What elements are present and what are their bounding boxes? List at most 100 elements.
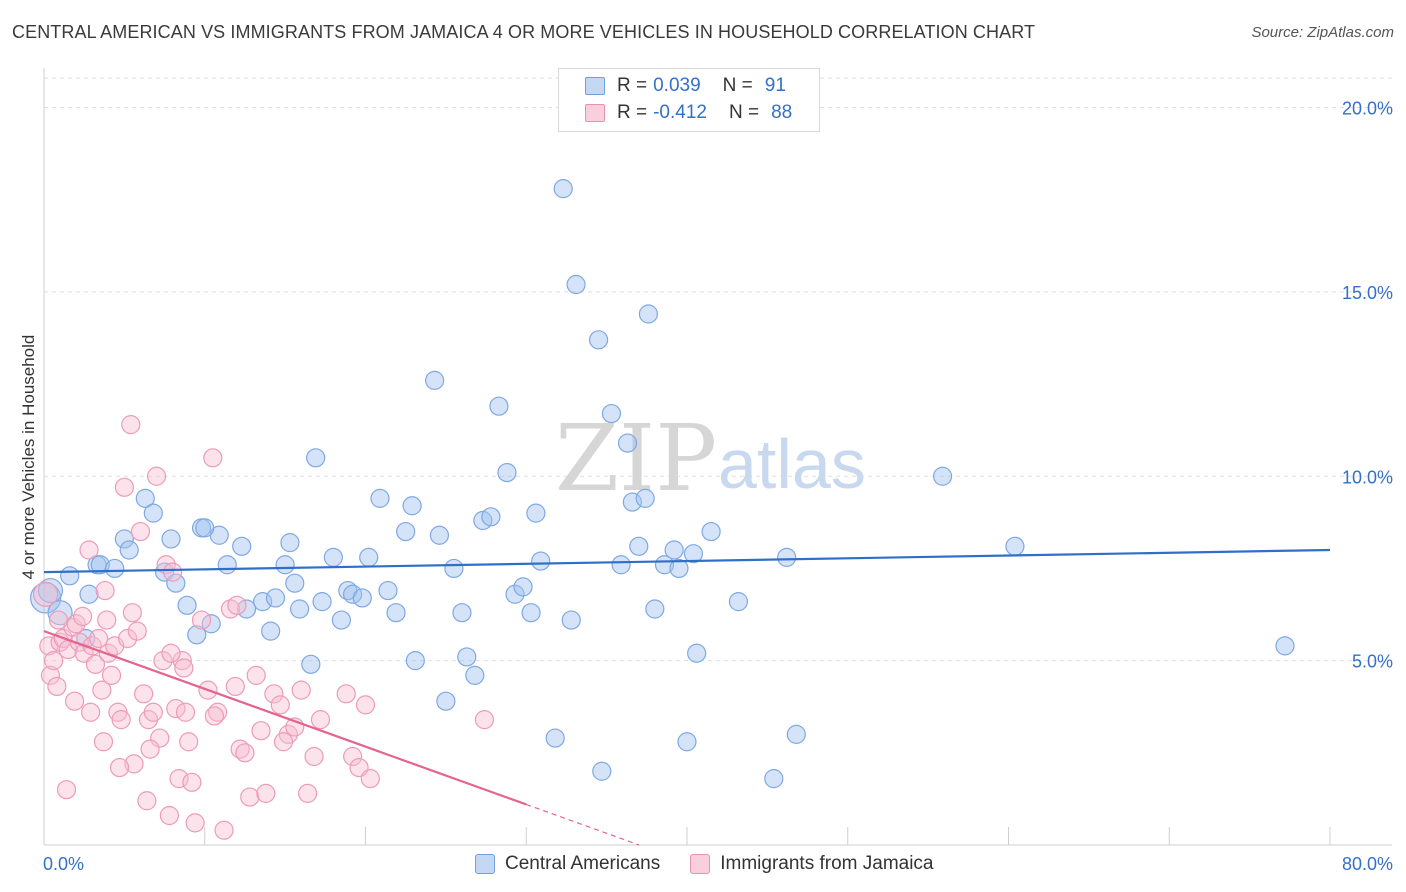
data-point	[150, 728, 170, 748]
data-point	[521, 603, 541, 623]
data-point	[285, 573, 305, 593]
data-point	[378, 580, 398, 601]
data-point	[497, 462, 517, 483]
y-tick-label: 10.0%	[1342, 467, 1393, 487]
data-point	[114, 529, 134, 549]
data-point	[204, 706, 224, 726]
data-point	[64, 691, 85, 711]
data-point	[452, 603, 472, 623]
data-point	[187, 625, 207, 645]
data-point	[124, 754, 144, 774]
data-point	[208, 702, 228, 722]
source-label: Source: ZipAtlas.com	[1251, 24, 1394, 41]
data-point	[111, 710, 131, 730]
data-point	[33, 581, 59, 607]
data-point	[109, 757, 130, 778]
y-tick-label: 20.0%	[1342, 99, 1393, 119]
data-point	[355, 695, 376, 715]
data-point	[312, 592, 332, 612]
data-point	[166, 573, 186, 593]
data-point	[481, 507, 501, 527]
data-point	[331, 610, 351, 630]
data-point	[92, 680, 112, 700]
data-point	[645, 599, 665, 619]
data-point	[405, 651, 425, 671]
data-point	[370, 488, 390, 508]
data-point	[114, 477, 134, 497]
data-point	[169, 769, 189, 789]
data-point	[264, 684, 284, 704]
data-point	[122, 603, 143, 623]
data-point	[177, 595, 197, 615]
x-tick-label-min: 0.0%	[43, 854, 84, 874]
data-point	[1275, 636, 1295, 656]
data-point	[85, 654, 106, 674]
data-point	[786, 724, 806, 744]
n-value: 88	[771, 102, 793, 123]
data-point	[588, 330, 609, 350]
data-point	[777, 547, 797, 567]
data-point	[304, 746, 324, 767]
legend-item-immigrants-from-jamaica: Immigrants from Jamaica	[690, 853, 934, 875]
legend-item-central-americans: Central Americans	[475, 853, 660, 875]
data-point	[217, 555, 237, 575]
data-point	[240, 787, 260, 807]
data-point	[489, 396, 509, 416]
data-point	[81, 702, 101, 722]
n-label: N =	[722, 75, 753, 96]
data-point	[457, 647, 477, 667]
data-point	[429, 525, 450, 545]
data-point	[323, 547, 343, 567]
data-point	[89, 628, 109, 649]
axes	[43, 68, 1392, 846]
series-central-americans	[30, 179, 1295, 789]
data-point	[301, 654, 321, 674]
data-point	[273, 732, 294, 752]
data-point	[146, 466, 167, 486]
n-value: 91	[764, 75, 786, 96]
data-point	[235, 743, 255, 763]
data-point	[635, 488, 655, 508]
data-point	[79, 540, 99, 560]
legend-swatch-pink	[585, 104, 605, 122]
data-point	[40, 665, 61, 685]
data-point	[306, 448, 326, 468]
data-point	[153, 651, 173, 671]
data-point	[95, 580, 115, 601]
data-point	[592, 761, 612, 781]
data-point	[191, 610, 212, 630]
data-point	[79, 584, 99, 604]
data-point	[601, 403, 622, 424]
data-point	[69, 632, 89, 652]
data-point	[386, 603, 406, 623]
data-point	[48, 610, 69, 630]
data-point	[638, 304, 659, 324]
data-point	[44, 651, 64, 671]
data-point	[280, 533, 300, 553]
data-point	[97, 610, 117, 630]
legend-swatch-blue	[475, 854, 495, 874]
data-point	[1005, 536, 1025, 556]
data-point	[654, 555, 675, 575]
trend-lines	[43, 548, 1331, 846]
data-point	[179, 732, 199, 752]
data-point	[140, 739, 160, 759]
data-point	[310, 710, 331, 730]
y-tick-label: 15.0%	[1342, 283, 1393, 303]
data-point	[37, 577, 64, 604]
data-point	[465, 665, 485, 685]
data-point	[265, 588, 286, 608]
y-axis-label: 4 or more Vehicles in Household	[19, 335, 38, 580]
data-point	[256, 783, 276, 803]
data-point	[47, 600, 73, 626]
data-point	[101, 665, 122, 685]
data-point	[220, 599, 241, 619]
data-point	[47, 676, 67, 697]
data-point	[246, 665, 266, 685]
data-point	[336, 684, 356, 704]
r-label: R =	[617, 75, 648, 96]
r-label: R =	[617, 102, 648, 123]
legend-row-central-americans: R = 0.039 N = 91	[585, 73, 786, 99]
data-point	[56, 780, 77, 800]
